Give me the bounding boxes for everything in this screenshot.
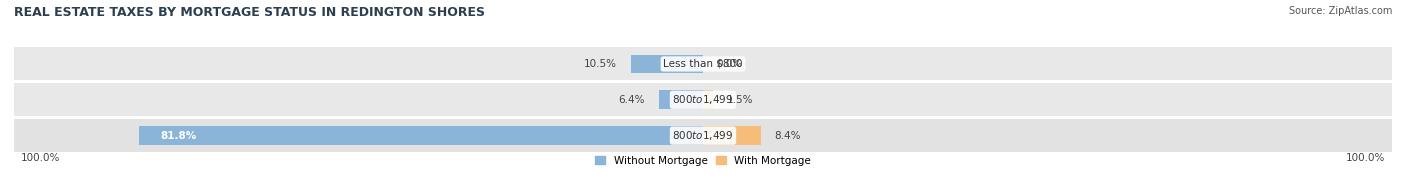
Text: 6.4%: 6.4% xyxy=(619,95,645,105)
Text: 1.5%: 1.5% xyxy=(727,95,754,105)
Bar xyxy=(14,83,1392,116)
Bar xyxy=(139,126,703,145)
Text: 100.0%: 100.0% xyxy=(21,153,60,163)
Bar xyxy=(631,55,703,73)
Legend: Without Mortgage, With Mortgage: Without Mortgage, With Mortgage xyxy=(595,156,811,166)
Text: 81.8%: 81.8% xyxy=(160,131,197,141)
Text: REAL ESTATE TAXES BY MORTGAGE STATUS IN REDINGTON SHORES: REAL ESTATE TAXES BY MORTGAGE STATUS IN … xyxy=(14,6,485,19)
Text: $800 to $1,499: $800 to $1,499 xyxy=(672,129,734,142)
Text: 100.0%: 100.0% xyxy=(1346,153,1385,163)
Bar xyxy=(14,119,1392,152)
Bar xyxy=(703,91,713,109)
Text: $800 to $1,499: $800 to $1,499 xyxy=(672,93,734,106)
Bar xyxy=(703,126,761,145)
Text: 8.4%: 8.4% xyxy=(775,131,801,141)
Bar xyxy=(14,47,1392,80)
Bar xyxy=(659,91,703,109)
Text: Source: ZipAtlas.com: Source: ZipAtlas.com xyxy=(1288,6,1392,16)
Text: Less than $800: Less than $800 xyxy=(664,59,742,69)
Text: 0.0%: 0.0% xyxy=(717,59,742,69)
Text: 10.5%: 10.5% xyxy=(583,59,617,69)
